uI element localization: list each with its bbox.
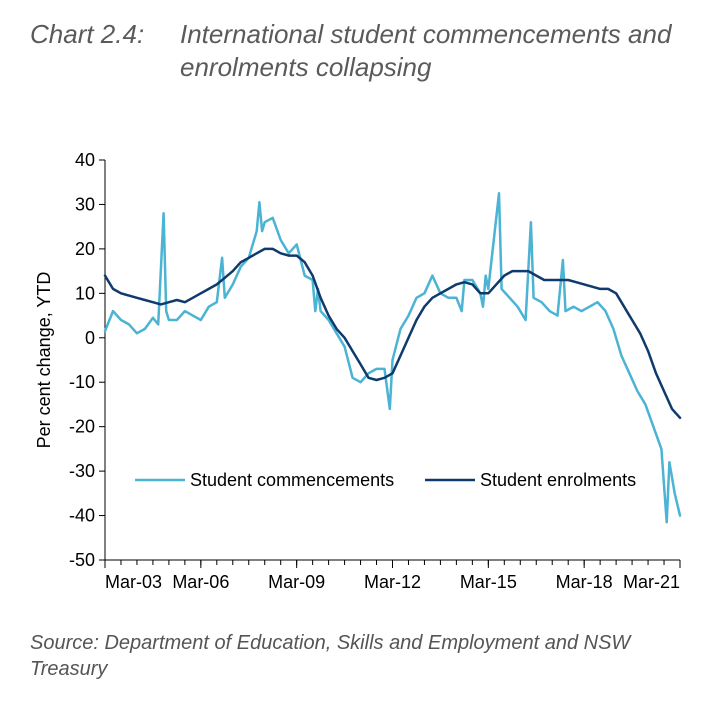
y-tick-label: -40 bbox=[69, 506, 95, 526]
x-tick-label: Mar-12 bbox=[364, 572, 421, 592]
x-tick-label: Mar-21 bbox=[623, 572, 680, 592]
chart-container: Chart 2.4: International student commenc… bbox=[0, 0, 715, 701]
y-tick-label: -20 bbox=[69, 417, 95, 437]
y-tick-label: 30 bbox=[75, 194, 95, 214]
chart-title-block: Chart 2.4: International student commenc… bbox=[30, 18, 685, 83]
x-tick-label: Mar-09 bbox=[268, 572, 325, 592]
y-tick-label: 0 bbox=[85, 328, 95, 348]
chart-number-label: Chart 2.4: bbox=[30, 18, 180, 83]
x-tick-label: Mar-15 bbox=[460, 572, 517, 592]
y-tick-label: -50 bbox=[69, 550, 95, 570]
y-tick-label: 10 bbox=[75, 283, 95, 303]
legend-label: Student commencements bbox=[190, 470, 394, 490]
chart-title-text: International student commencements and … bbox=[180, 18, 685, 83]
x-tick-label: Mar-18 bbox=[556, 572, 613, 592]
y-tick-label: 40 bbox=[75, 150, 95, 170]
y-tick-label: -30 bbox=[69, 461, 95, 481]
x-tick-label: Mar-06 bbox=[172, 572, 229, 592]
x-tick-label: Mar-03 bbox=[105, 572, 162, 592]
y-axis-title: Per cent change, YTD bbox=[34, 272, 54, 449]
legend-label: Student enrolments bbox=[480, 470, 636, 490]
line-chart: -50 -40 -30 -20 -10 0 10 20 30 40 Mar-03 Mar-06 Mar-… bbox=[30, 150, 685, 610]
y-tick-label: -10 bbox=[69, 372, 95, 392]
series-line bbox=[105, 249, 680, 418]
y-tick-label: 20 bbox=[75, 239, 95, 259]
source-text: Source: Department of Education, Skills … bbox=[30, 630, 685, 682]
chart-svg: -50 -40 -30 -20 -10 0 10 20 30 40 Mar-03 Mar-06 Mar-… bbox=[30, 150, 685, 610]
